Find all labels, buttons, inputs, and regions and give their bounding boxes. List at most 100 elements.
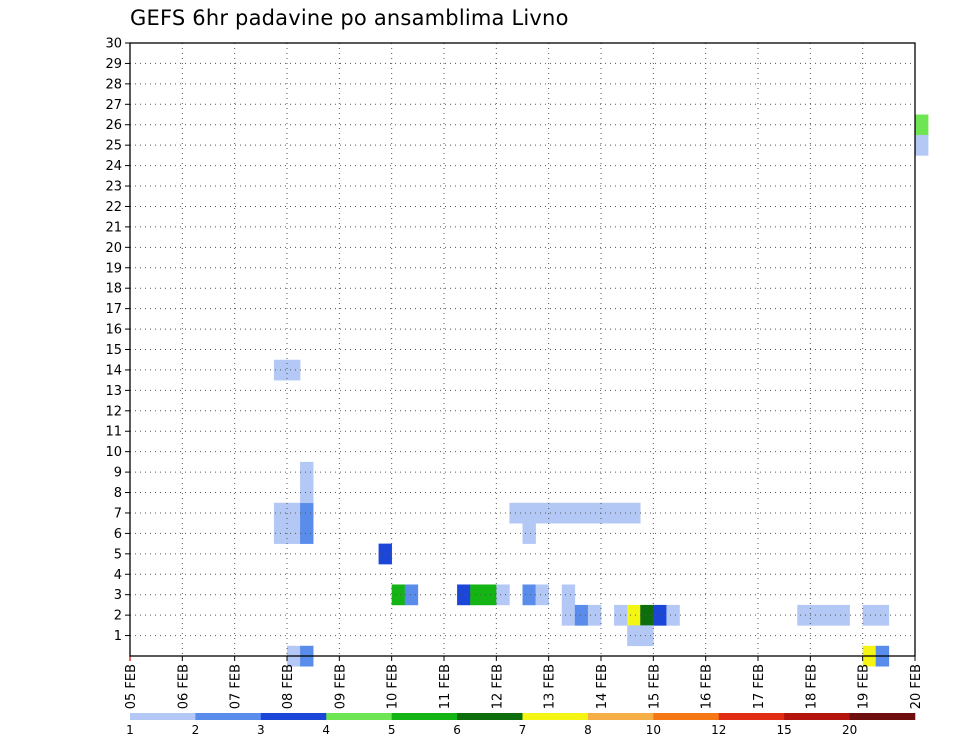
y-tick-label: 30	[105, 37, 122, 52]
y-tick-label: 1	[114, 629, 122, 644]
y-tick-label: 29	[105, 57, 122, 72]
heatmap-cell	[797, 604, 811, 626]
heatmap-cell	[875, 604, 890, 626]
colorbar-swatch	[587, 713, 654, 720]
heatmap-cell	[561, 584, 576, 606]
heatmap-cell	[522, 523, 536, 544]
colorbar-label: 6	[453, 723, 461, 737]
y-tick-label: 4	[114, 568, 122, 583]
colorbar-label: 3	[257, 723, 265, 737]
colorbar-label: 12	[711, 723, 726, 737]
colorbar-swatch	[718, 713, 785, 720]
colorbar-label: 1	[126, 723, 134, 737]
x-tick-label: 13 FEB	[543, 664, 558, 709]
colorbar-swatch	[130, 713, 196, 720]
x-tick-label: 20 FEB	[909, 664, 924, 709]
x-tick-label: 15 FEB	[647, 664, 662, 709]
x-tick-label: 14 FEB	[595, 664, 610, 709]
heatmap-cell	[300, 461, 314, 483]
heatmap-cell	[627, 604, 641, 626]
heatmap-cell	[810, 604, 824, 626]
heatmap-cell	[627, 625, 641, 647]
heatmap-cell	[404, 584, 419, 606]
y-tick-label: 20	[105, 241, 122, 256]
y-tick-label: 11	[105, 425, 122, 440]
heatmap-cell	[587, 604, 602, 626]
colorbar-swatch	[260, 713, 327, 720]
grid-layer	[130, 43, 915, 656]
heatmap-cell	[470, 584, 484, 606]
heatmap-cell	[287, 359, 301, 381]
y-tick-label: 17	[105, 302, 122, 317]
colorbar-swatch	[195, 713, 262, 720]
heatmap-cell	[300, 502, 314, 524]
y-tick-label: 5	[114, 547, 122, 562]
heatmap-cell	[496, 584, 510, 606]
y-tick-label: 16	[105, 323, 122, 338]
heatmap-cell	[601, 502, 615, 524]
heatmap-cell	[587, 502, 602, 524]
heatmap-cell	[300, 523, 314, 544]
heatmap-cell	[627, 502, 641, 524]
y-tick-label: 19	[105, 261, 122, 276]
y-tick-label: 13	[105, 384, 122, 399]
x-tick-label: 05 FEB	[124, 664, 139, 709]
y-tick-label: 6	[114, 527, 122, 542]
x-tick-label: 11 FEB	[438, 664, 453, 709]
colorbar-swatch	[457, 713, 523, 720]
heatmap-cell	[640, 625, 654, 647]
y-tick-label: 26	[105, 118, 122, 133]
x-tick-label: 18 FEB	[804, 664, 819, 709]
y-tick-label: 2	[114, 609, 122, 624]
heatmap-cell	[483, 584, 497, 606]
colorbar-label: 20	[842, 723, 857, 737]
heatmap-cell	[915, 134, 929, 156]
heatmap-cell	[862, 604, 877, 626]
x-tick-label: 17 FEB	[752, 664, 767, 709]
heatmap-cell	[836, 604, 850, 626]
colorbar-label: 15	[777, 723, 792, 737]
heatmap-cell	[561, 604, 576, 626]
colorbar-label: 5	[388, 723, 396, 737]
y-tick-label: 27	[105, 98, 122, 113]
y-tick-label: 25	[105, 139, 122, 154]
y-tick-label: 12	[105, 404, 122, 419]
heatmap-cell	[522, 584, 536, 606]
y-axis: 1234567891011121314151617181920212223242…	[105, 37, 130, 644]
x-tick-label: 06 FEB	[176, 664, 191, 709]
heatmap-cell	[574, 502, 589, 524]
colorbar-swatch	[849, 713, 916, 720]
y-tick-label: 21	[105, 220, 122, 235]
x-tick-label: 08 FEB	[281, 664, 296, 709]
heatmap-cell	[287, 523, 301, 544]
heatmap-cell	[535, 502, 549, 524]
colorbar-label: 10	[646, 723, 661, 737]
y-tick-label: 24	[105, 159, 122, 174]
x-tick-label: 09 FEB	[333, 664, 348, 709]
y-tick-label: 3	[114, 588, 122, 603]
x-tick-label: 07 FEB	[229, 664, 244, 709]
x-tick-label: 12 FEB	[490, 664, 505, 709]
colorbar-label: 4	[322, 723, 330, 737]
cells-layer	[273, 114, 929, 667]
y-tick-label: 14	[105, 363, 122, 378]
y-tick-label: 28	[105, 77, 122, 92]
heatmap-cell	[287, 502, 301, 524]
x-axis: 05 FEB 06 FEB 07 FEB 08 FEB 09 FEB 10 FEB 11 F…	[124, 656, 924, 709]
heatmap-cell	[666, 604, 680, 626]
y-tick-label: 8	[114, 486, 122, 501]
colorbar-label: 7	[519, 723, 527, 737]
heatmap-cell	[535, 584, 549, 606]
x-tick-label: 16 FEB	[700, 664, 715, 709]
colorbar-label: 8	[584, 723, 592, 737]
heatmap-cell	[915, 114, 929, 136]
colorbar-swatch	[784, 713, 850, 720]
y-tick-label: 7	[114, 506, 122, 521]
x-tick-label: 19 FEB	[857, 664, 872, 709]
heatmap-cell	[391, 584, 406, 606]
colorbar-swatch	[391, 713, 458, 720]
plot-frame	[129, 42, 916, 657]
heatmap-cell	[509, 502, 523, 524]
y-tick-label: 22	[105, 200, 122, 215]
